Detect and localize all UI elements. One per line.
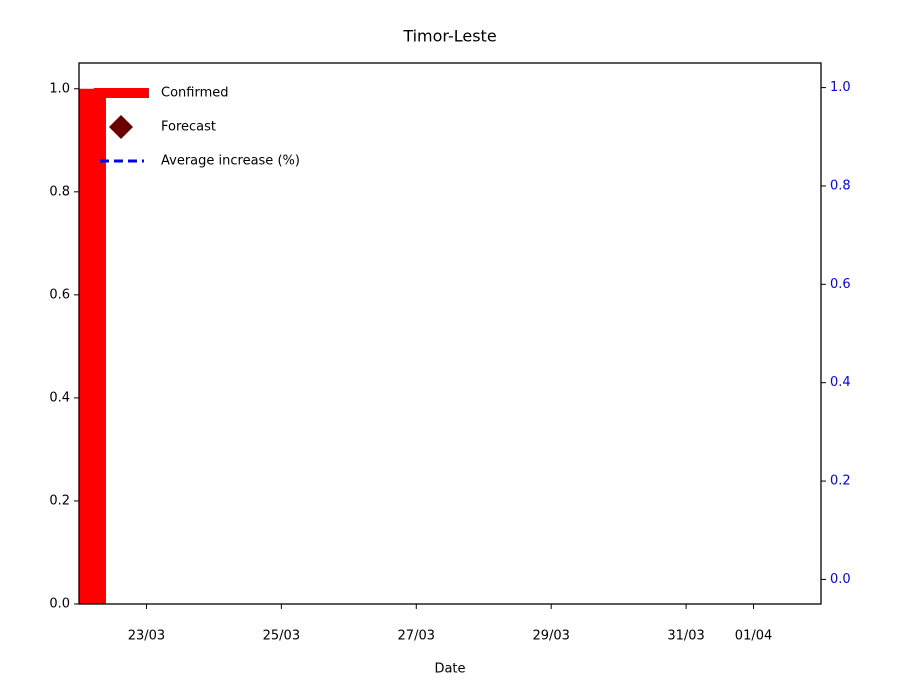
y2-tick-label: 0.2: [830, 474, 851, 489]
y2-tick-label: 0.0: [830, 572, 851, 587]
y-tick-label: 0.2: [49, 493, 70, 508]
y-tick-label: 0.0: [49, 597, 70, 612]
chart-title: Timor-Leste: [402, 27, 496, 46]
x-tick-label: 29/03: [532, 629, 569, 644]
plot-area: [79, 88, 106, 604]
x-tick-label: 27/03: [398, 629, 435, 644]
y2-tick-label: 0.8: [830, 178, 851, 193]
legend-label: Average increase (%): [161, 154, 300, 169]
y-tick-label: 0.4: [49, 390, 70, 405]
legend-label: Forecast: [161, 120, 216, 135]
legend-swatch: [109, 115, 133, 139]
bar: [79, 88, 106, 604]
x-tick-label: 31/03: [667, 629, 704, 644]
legend-label: Confirmed: [161, 86, 229, 101]
y-tick-label: 0.8: [49, 184, 70, 199]
y2-tick-label: 1.0: [830, 80, 851, 95]
y-tick-label: 1.0: [49, 81, 70, 96]
plot-frame: [78, 62, 822, 605]
x-tick-label: 25/03: [263, 629, 300, 644]
y-tick-label: 0.6: [49, 287, 70, 302]
x-tick-label: 01/04: [735, 629, 772, 644]
x-axis-label: Date: [434, 662, 465, 677]
y2-tick-label: 0.4: [830, 375, 851, 390]
x-tick-label: 23/03: [128, 629, 165, 644]
y2-tick-label: 0.6: [830, 277, 851, 292]
